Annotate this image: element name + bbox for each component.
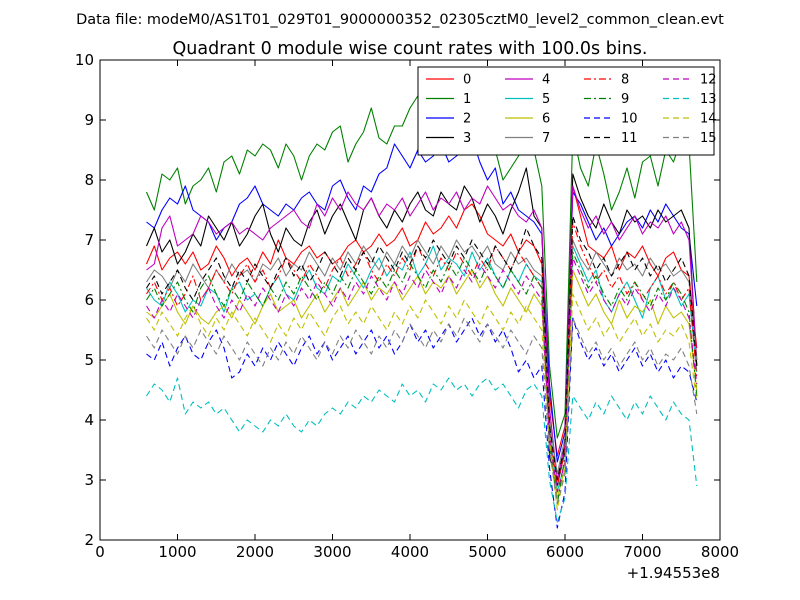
- y-tick-label: 4: [84, 411, 94, 429]
- legend-label-8: 8: [621, 73, 629, 88]
- series-line-0: [145, 185, 698, 457]
- legend-label-3: 3: [463, 131, 471, 146]
- legend-label-1: 1: [463, 92, 471, 107]
- y-tick-label: 2: [84, 531, 94, 549]
- legend-box: [417, 66, 715, 156]
- y-tick-label: 10: [75, 51, 94, 69]
- y-tick-label: 9: [84, 111, 94, 129]
- y-tick-label: 6: [84, 291, 94, 309]
- series-line-13: [146, 377, 698, 523]
- legend-label-12: 12: [700, 73, 717, 88]
- y-tick-label: 3: [84, 471, 94, 489]
- series-line-9: [146, 251, 698, 505]
- series-line-12: [146, 257, 698, 493]
- series-line-10: [146, 317, 698, 529]
- legend-label-4: 4: [542, 73, 550, 88]
- legend-label-0: 0: [463, 73, 471, 88]
- x-axis-offset-label: +1.94553e8: [627, 564, 720, 582]
- series-line-8: [146, 221, 698, 487]
- series-line-6: [146, 269, 698, 499]
- legend-label-10: 10: [621, 112, 638, 127]
- legend-label-15: 15: [700, 131, 717, 146]
- series-line-15: [146, 317, 698, 505]
- series-line-14: [146, 293, 698, 511]
- legend-label-6: 6: [542, 112, 550, 127]
- x-tick-label: 6000: [546, 543, 584, 561]
- x-tick-label: 3000: [313, 543, 351, 561]
- x-tick-label: 7000: [623, 543, 661, 561]
- y-tick-label: 5: [84, 351, 94, 369]
- legend-label-9: 9: [621, 92, 629, 107]
- series-line-3: [145, 167, 698, 487]
- legend-label-7: 7: [542, 131, 550, 146]
- series-line-11: [146, 215, 698, 481]
- series-line-4: [146, 185, 698, 481]
- axis-ticks: 0 1000 2000 3000 4000 5000 6000 7000 8000 2 3 4 5 6 7 8…: [75, 51, 739, 561]
- x-tick-label: 2000: [236, 543, 274, 561]
- legend-label-11: 11: [621, 131, 638, 146]
- legend-label-2: 2: [463, 112, 471, 127]
- x-tick-label: 0: [95, 543, 105, 561]
- y-tick-label: 7: [84, 231, 94, 249]
- legend-label-5: 5: [542, 92, 550, 107]
- legend-label-14: 14: [700, 112, 717, 127]
- x-tick-label: 1000: [158, 543, 196, 561]
- chart-title: Quadrant 0 module wise count rates with …: [173, 39, 648, 59]
- x-tick-label: 4000: [391, 543, 429, 561]
- series-layer: [145, 95, 698, 529]
- x-tick-label: 5000: [468, 543, 506, 561]
- y-tick-label: 8: [84, 171, 94, 189]
- x-tick-label: 8000: [701, 543, 739, 561]
- figure-suptitle: Data file: modeM0/AS1T01_029T01_90000003…: [76, 12, 724, 28]
- legend-label-13: 13: [700, 92, 717, 107]
